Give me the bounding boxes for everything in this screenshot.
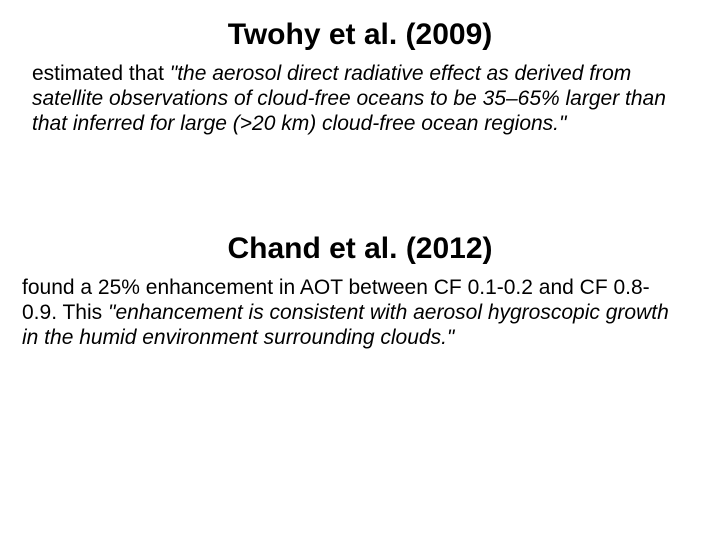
section-1-lead: estimated that bbox=[32, 62, 170, 85]
section-2-quote: "enhancement is consistent with aerosol … bbox=[22, 301, 669, 349]
slide: Twohy et al. (2009) estimated that "the … bbox=[0, 0, 720, 540]
section-spacer bbox=[36, 136, 684, 232]
section-2-paragraph: found a 25% enhancement in AOT between C… bbox=[22, 276, 680, 350]
section-2-heading: Chand et al. (2012) bbox=[146, 232, 574, 266]
section-1-paragraph: estimated that "the aerosol direct radia… bbox=[32, 62, 674, 136]
section-1-heading: Twohy et al. (2009) bbox=[156, 18, 564, 52]
